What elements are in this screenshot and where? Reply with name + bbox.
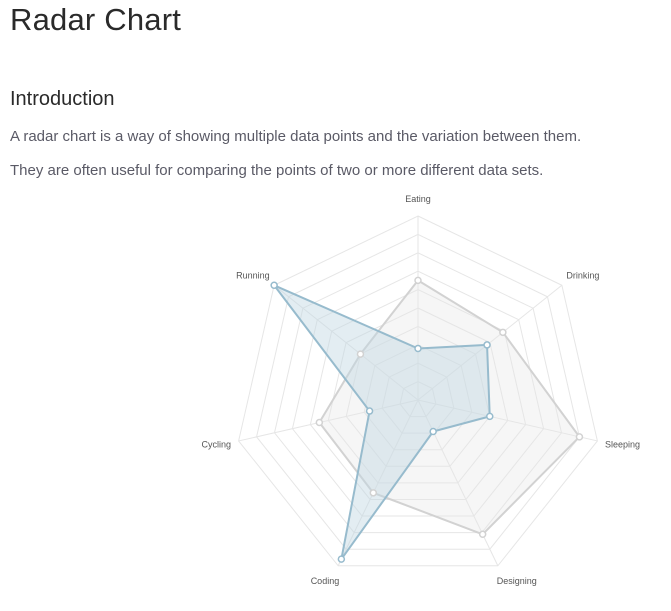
grid-ring — [399, 381, 437, 418]
grid-ring — [381, 362, 455, 434]
series-2-point-eating[interactable] — [414, 344, 422, 353]
grid-ring — [309, 289, 527, 500]
grid-spoke — [238, 399, 419, 442]
grid-spoke — [417, 399, 598, 442]
series-2-point-cycling[interactable] — [365, 407, 374, 415]
series-1-point-designing[interactable] — [478, 530, 487, 539]
axis-label-eating: Eating — [405, 194, 431, 204]
axis-label-drinking: Drinking — [566, 270, 599, 280]
series-1-point-sleeping[interactable] — [575, 433, 584, 441]
series-2-point-drinking[interactable] — [483, 341, 491, 349]
radar-axis-labels: Eating Drinking Sleeping Designing Coding Cyc… — [201, 194, 640, 586]
section-heading: Introduction — [10, 88, 115, 110]
series-1-point-drinking[interactable] — [499, 328, 507, 337]
axis-label-cycling: Cycling — [201, 440, 231, 450]
axis-label-sleeping: Sleeping — [605, 440, 640, 450]
series-area-1 — [318, 279, 581, 536]
series-2-point-sleeping[interactable] — [486, 412, 494, 421]
grid-ring — [256, 233, 580, 550]
series-2-point-coding[interactable] — [337, 555, 346, 563]
series-area-2 — [273, 284, 491, 561]
grid-ring — [363, 344, 473, 451]
radar-series — [270, 276, 584, 563]
radar-grid — [238, 215, 598, 567]
intro-paragraph-2: They are often useful for comparing the … — [10, 162, 544, 179]
grid-ring — [345, 325, 491, 467]
grid-spoke — [273, 284, 419, 401]
grid-spoke — [417, 399, 499, 566]
intro-paragraph-1: A radar chart is a way of showing multip… — [10, 128, 582, 145]
axis-label-designing: Designing — [497, 576, 537, 586]
series-2-point-designing[interactable] — [429, 427, 437, 436]
axis-label-running: Running — [236, 270, 270, 280]
grid-spoke — [337, 399, 419, 566]
series-1-point-cycling[interactable] — [315, 418, 324, 427]
series-1-point-running[interactable] — [356, 350, 365, 358]
grid-ring — [327, 307, 509, 484]
series-2-point-running[interactable] — [270, 281, 278, 290]
series-1-point-coding[interactable] — [369, 489, 378, 497]
grid-ring — [273, 252, 563, 534]
series-1-point-eating[interactable] — [414, 276, 422, 285]
page-title: Radar Chart — [10, 2, 182, 37]
axis-label-coding: Coding — [311, 576, 340, 586]
grid-ring — [238, 215, 598, 567]
